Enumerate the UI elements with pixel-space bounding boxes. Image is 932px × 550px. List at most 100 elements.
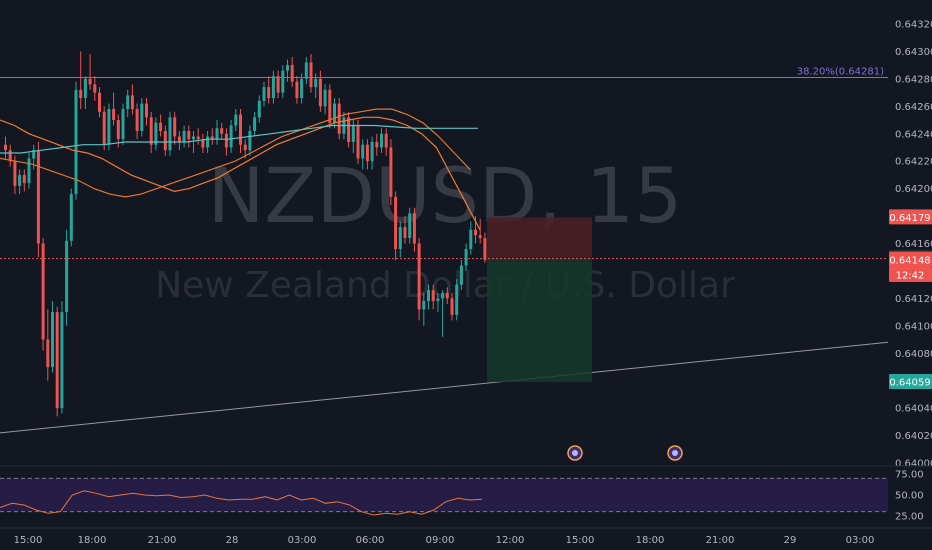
candle-body[interactable] bbox=[206, 136, 210, 148]
candle-body[interactable] bbox=[121, 109, 125, 140]
candle-body[interactable] bbox=[243, 144, 247, 151]
candle-body[interactable] bbox=[384, 133, 388, 148]
candle-body[interactable] bbox=[182, 131, 186, 142]
candle-body[interactable] bbox=[281, 70, 285, 93]
candle-body[interactable] bbox=[408, 213, 412, 239]
candle-body[interactable] bbox=[262, 87, 266, 101]
candle-body[interactable] bbox=[427, 290, 430, 302]
candle-body[interactable] bbox=[318, 78, 322, 107]
candle-body[interactable] bbox=[27, 158, 31, 184]
candle-body[interactable] bbox=[441, 292, 445, 299]
candle-body[interactable] bbox=[74, 89, 78, 195]
candle-body[interactable] bbox=[98, 92, 101, 112]
candle-body[interactable] bbox=[323, 89, 327, 107]
candle-body[interactable] bbox=[271, 76, 275, 99]
candle-body[interactable] bbox=[79, 89, 83, 99]
candle-body[interactable] bbox=[328, 89, 332, 123]
candle-body[interactable] bbox=[300, 78, 304, 99]
candle-body[interactable] bbox=[196, 136, 200, 140]
candle-body[interactable] bbox=[403, 227, 407, 239]
candle-body[interactable] bbox=[83, 78, 87, 99]
candle-body[interactable] bbox=[239, 114, 242, 145]
candle-body[interactable] bbox=[474, 229, 477, 236]
candle-body[interactable] bbox=[422, 301, 426, 310]
candle-body[interactable] bbox=[192, 136, 195, 140]
candle-body[interactable] bbox=[107, 109, 111, 145]
candle-body[interactable] bbox=[168, 117, 172, 151]
candle-body[interactable] bbox=[187, 131, 191, 140]
candle-body[interactable] bbox=[201, 139, 205, 148]
candle-body[interactable] bbox=[436, 298, 440, 302]
candle-body[interactable] bbox=[398, 227, 402, 249]
candle-body[interactable] bbox=[135, 109, 139, 132]
candle-body[interactable] bbox=[365, 144, 369, 162]
candle-body[interactable] bbox=[455, 284, 459, 315]
candle-body[interactable] bbox=[304, 62, 308, 79]
candle-body[interactable] bbox=[60, 312, 64, 409]
candle-body[interactable] bbox=[163, 131, 167, 151]
candle-body[interactable] bbox=[483, 238, 487, 260]
candle-body[interactable] bbox=[464, 248, 468, 266]
candle-body[interactable] bbox=[126, 95, 130, 110]
candle-body[interactable] bbox=[8, 150, 12, 162]
candle-body[interactable] bbox=[140, 103, 144, 132]
candle-body[interactable] bbox=[159, 122, 163, 132]
candle-body[interactable] bbox=[173, 117, 177, 137]
candle-body[interactable] bbox=[220, 128, 224, 134]
candle-body[interactable] bbox=[46, 339, 50, 367]
candle-body[interactable] bbox=[51, 312, 54, 367]
candle-body[interactable] bbox=[431, 290, 435, 302]
candle-body[interactable] bbox=[112, 109, 116, 121]
candle-body[interactable] bbox=[248, 131, 252, 151]
stop-loss-zone[interactable] bbox=[487, 217, 592, 259]
candle-body[interactable] bbox=[88, 78, 92, 85]
candle-body[interactable] bbox=[145, 103, 148, 118]
candle-body[interactable] bbox=[314, 78, 318, 88]
candle-body[interactable] bbox=[459, 265, 463, 285]
candle-body[interactable] bbox=[4, 144, 7, 151]
candle-body[interactable] bbox=[22, 174, 26, 184]
candle-body[interactable] bbox=[32, 150, 36, 159]
candle-body[interactable] bbox=[389, 147, 393, 197]
candle-body[interactable] bbox=[55, 312, 59, 409]
candle-body[interactable] bbox=[253, 117, 257, 132]
candle-body[interactable] bbox=[333, 103, 336, 123]
candle-body[interactable] bbox=[337, 103, 341, 134]
candle-body[interactable] bbox=[210, 136, 214, 140]
candle-body[interactable] bbox=[116, 120, 120, 140]
candle-body[interactable] bbox=[394, 196, 398, 249]
candle-body[interactable] bbox=[347, 117, 351, 142]
candle-body[interactable] bbox=[18, 174, 22, 186]
candle-body[interactable] bbox=[356, 125, 360, 159]
candle-body[interactable] bbox=[380, 133, 383, 148]
candle-body[interactable] bbox=[478, 235, 482, 239]
candle-body[interactable] bbox=[417, 243, 421, 310]
candle-body[interactable] bbox=[257, 100, 261, 118]
candle-body[interactable] bbox=[361, 144, 365, 159]
candle-body[interactable] bbox=[93, 84, 97, 93]
candle-body[interactable] bbox=[234, 114, 238, 126]
candle-body[interactable] bbox=[229, 125, 233, 148]
candle-body[interactable] bbox=[351, 125, 355, 142]
candle-body[interactable] bbox=[370, 141, 374, 162]
candle-body[interactable] bbox=[276, 76, 280, 93]
candle-body[interactable] bbox=[149, 117, 153, 145]
candle-body[interactable] bbox=[295, 81, 299, 99]
candle-body[interactable] bbox=[375, 141, 379, 148]
candle-body[interactable] bbox=[177, 136, 181, 142]
candle-body[interactable] bbox=[267, 87, 271, 99]
candle-body[interactable] bbox=[154, 122, 158, 145]
trendline[interactable] bbox=[0, 341, 889, 434]
take-profit-zone[interactable] bbox=[487, 258, 592, 383]
candle-body[interactable] bbox=[41, 243, 45, 340]
candle-body[interactable] bbox=[224, 133, 228, 148]
candle-body[interactable] bbox=[69, 194, 73, 241]
candle-body[interactable] bbox=[445, 292, 449, 299]
candle-body[interactable] bbox=[130, 95, 134, 110]
candle-body[interactable] bbox=[215, 128, 219, 140]
candle-body[interactable] bbox=[13, 161, 17, 186]
candle-body[interactable] bbox=[36, 150, 40, 244]
candle-body[interactable] bbox=[290, 65, 294, 82]
